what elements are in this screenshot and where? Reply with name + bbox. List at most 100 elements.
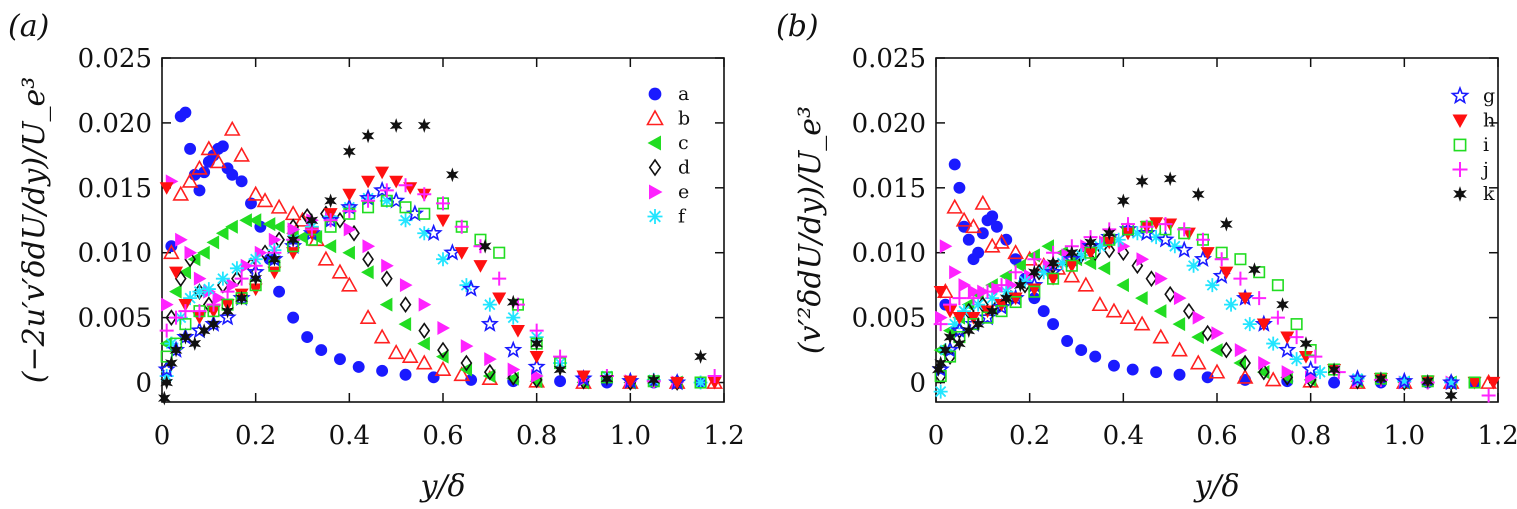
data-point-a: [1239, 373, 1252, 386]
data-point-f: [1092, 239, 1107, 254]
data-point-j: [966, 291, 981, 306]
data-point-a: [953, 181, 966, 194]
data-point-c: [225, 219, 238, 234]
data-point-b: [1007, 244, 1024, 260]
data-point-b: [993, 233, 1010, 249]
data-point-j: [220, 284, 235, 299]
data-point-b: [256, 192, 274, 208]
data-point-a: [1075, 344, 1088, 357]
data-point-e: [507, 362, 521, 377]
data-point-f: [417, 226, 432, 241]
data-point-k: [530, 336, 544, 351]
data-point-e: [362, 239, 376, 254]
legend-label-e: e: [678, 181, 689, 203]
data-point-j: [1027, 252, 1042, 267]
data-point-f: [1055, 256, 1070, 271]
data-point-h: [1219, 266, 1234, 280]
data-point-c: [361, 265, 374, 280]
data-point-b: [1208, 363, 1226, 379]
data-point-j: [192, 304, 207, 319]
legend-label-k: k: [1483, 183, 1495, 205]
series-a: [165, 106, 707, 389]
legend-label-d: d: [678, 157, 690, 179]
data-point-b: [373, 328, 391, 344]
x-tick-label: 0.6: [422, 421, 463, 451]
data-point-g: [504, 340, 523, 358]
data-point-e: [958, 278, 972, 293]
data-point-k: [235, 290, 248, 306]
data-point-c: [206, 235, 220, 250]
y-tick-label: 0.005: [852, 304, 926, 334]
legend-label-h: h: [1483, 110, 1495, 132]
data-point-e: [1211, 326, 1224, 341]
data-point-b: [453, 366, 471, 382]
data-point-i: [943, 350, 957, 363]
data-point-d: [1183, 302, 1195, 320]
data-point-h: [1238, 292, 1253, 306]
legend-marker-j: [1452, 162, 1468, 177]
data-point-k: [478, 238, 492, 254]
data-point-k: [1327, 362, 1341, 377]
data-point-j: [248, 258, 263, 273]
data-point-h: [159, 182, 174, 195]
data-point-c: [379, 297, 393, 312]
data-point-k: [1102, 225, 1116, 241]
data-point-h: [529, 350, 544, 364]
data-point-c: [215, 226, 229, 241]
data-point-k: [324, 193, 337, 209]
data-point-d: [1103, 241, 1116, 259]
data-point-c: [1210, 343, 1223, 358]
series-a: [939, 158, 1481, 389]
data-point-c: [295, 230, 309, 245]
data-point-k: [1191, 186, 1205, 202]
data-point-i: [399, 201, 412, 214]
x-tick-label: 0.4: [329, 421, 370, 451]
data-point-k: [1220, 216, 1233, 232]
data-point-g: [1278, 340, 1297, 358]
data-point-h: [510, 325, 525, 338]
data-point-f: [1242, 317, 1257, 332]
data-point-e: [193, 271, 207, 286]
data-point-f: [985, 291, 1000, 306]
data-point-e: [184, 245, 198, 260]
legend-marker-k: [1453, 186, 1467, 202]
data-point-k: [1013, 277, 1027, 293]
data-point-k: [221, 303, 234, 319]
data-point-j: [943, 297, 958, 312]
series-b: [937, 194, 1497, 389]
data-point-e: [381, 258, 394, 273]
data-point-e: [437, 321, 450, 336]
data-point-j: [159, 323, 174, 338]
data-point-k: [305, 212, 319, 228]
data-point-f: [459, 278, 474, 293]
data-point-a: [376, 364, 389, 377]
data-point-c: [398, 317, 412, 332]
data-point-f: [1017, 274, 1032, 289]
y-tick-label: 0.010: [852, 239, 926, 269]
data-point-g: [1348, 369, 1367, 387]
data-point-f: [1350, 371, 1365, 386]
data-point-j: [1177, 222, 1192, 237]
data-point-b: [1077, 276, 1095, 292]
legend-marker-f: [647, 209, 663, 224]
data-point-h: [492, 292, 507, 306]
data-point-h: [623, 375, 638, 389]
data-point-c: [1135, 291, 1148, 306]
data-point-c: [417, 336, 430, 351]
data-point-e: [226, 278, 240, 293]
data-point-b: [1063, 267, 1081, 283]
legend-marker-b: [646, 109, 664, 126]
data-point-a: [1150, 366, 1163, 379]
data-point-c: [1191, 330, 1204, 345]
data-point-e: [212, 291, 226, 306]
data-point-e: [1155, 271, 1168, 286]
data-point-c: [1153, 304, 1167, 319]
data-point-k: [207, 316, 220, 332]
data-point-i: [1009, 295, 1022, 309]
data-point-a: [1047, 318, 1060, 331]
data-point-h: [389, 175, 404, 189]
data-point-b: [200, 140, 218, 156]
panel-tag: (b): [776, 9, 819, 44]
data-point-a: [301, 331, 314, 344]
data-point-b: [181, 172, 199, 188]
